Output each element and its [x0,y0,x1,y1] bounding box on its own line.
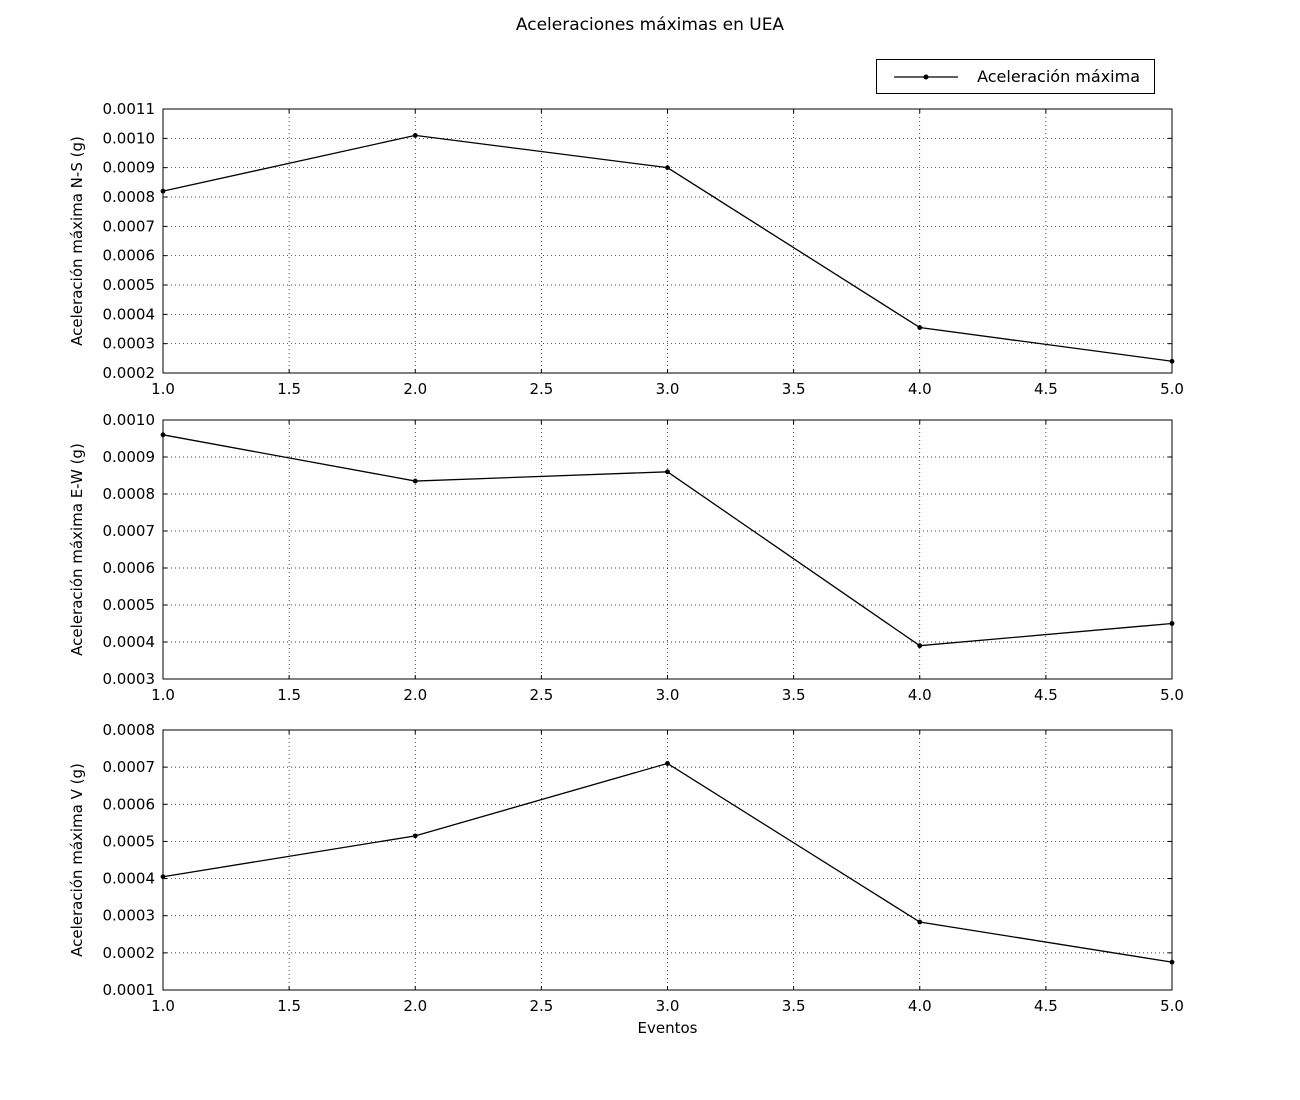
x-tick-label: 3.5 [782,997,806,1015]
y-tick-label: 0.0009 [103,448,156,466]
y-tick-label: 0.0006 [103,795,156,813]
x-tick-label: 5.0 [1160,380,1184,398]
x-tick-label: 3.0 [656,997,680,1015]
tick-marks [162,729,1173,991]
figure-title: Aceleraciones máximas en UEA [515,15,785,35]
y-tick-label: 0.0002 [103,944,156,962]
y-tick-label: 0.0003 [103,335,156,353]
y-tick-label: 0.0008 [103,721,156,739]
y-tick-labels: 0.0003 0.0004 0.0005 0.0006 0.0007 0.0008 0.00… [103,411,156,688]
x-tick-label: 5.0 [1160,686,1184,704]
x-tick-label: 4.5 [1034,380,1058,398]
x-tick-label: 2.5 [529,997,553,1015]
x-tick-label: 2.0 [403,997,427,1015]
legend: Aceleración máxima [876,59,1155,94]
x-tick-label: 1.0 [151,686,175,704]
series-markers [160,432,1175,649]
x-tick-label: 5.0 [1160,997,1184,1015]
tick-marks [162,419,1173,680]
y-tick-label: 0.0004 [103,633,156,651]
y-axis-label: Aceleración máxima E-W (g) [68,443,86,656]
x-tick-label: 1.5 [277,997,301,1015]
y-tick-label: 0.0011 [103,100,156,118]
x-tick-label: 2.0 [403,686,427,704]
y-tick-label: 0.0008 [103,188,156,206]
x-tick-label: 3.0 [656,380,680,398]
gridlines [163,420,1172,679]
y-tick-label: 0.0010 [103,411,156,429]
y-tick-label: 0.0006 [103,247,156,265]
x-tick-label: 4.0 [908,686,932,704]
x-tick-label: 4.5 [1034,686,1058,704]
x-tick-label: 3.5 [782,686,806,704]
x-tick-label: 1.5 [277,380,301,398]
x-tick-label: 2.0 [403,380,427,398]
x-tick-label: 2.5 [529,380,553,398]
y-tick-label: 0.0007 [103,758,156,776]
gridlines [163,109,1172,373]
y-axis-label: Aceleración máxima V (g) [68,763,86,957]
x-tick-label: 1.0 [151,380,175,398]
tick-marks [162,108,1173,374]
y-tick-label: 0.0004 [103,305,156,323]
y-tick-label: 0.0003 [103,670,156,688]
x-tick-label: 4.5 [1034,997,1058,1015]
legend-label: Aceleración máxima [977,67,1140,86]
y-tick-label: 0.0008 [103,485,156,503]
y-tick-label: 0.0005 [103,596,156,614]
x-tick-label: 1.0 [151,997,175,1015]
series-markers [160,761,1175,965]
x-tick-labels: 1.0 1.5 2.0 2.5 3.0 3.5 4.0 4.5 5.0 [151,997,1184,1015]
y-tick-label: 0.0001 [103,981,156,999]
y-tick-label: 0.0006 [103,559,156,577]
y-tick-label: 0.0009 [103,159,156,177]
x-tick-labels: 1.0 1.5 2.0 2.5 3.0 3.5 4.0 4.5 5.0 [151,686,1184,704]
series-markers [160,133,1175,364]
y-tick-labels: 0.0002 0.0003 0.0004 0.0005 0.0006 0.0007 0.00… [103,100,156,382]
x-axis-label: Eventos [637,1019,698,1037]
y-tick-label: 0.0004 [103,870,156,888]
y-tick-label: 0.0002 [103,364,156,382]
x-tick-label: 2.5 [529,686,553,704]
x-tick-label: 3.5 [782,380,806,398]
y-tick-labels: 0.0001 0.0002 0.0003 0.0004 0.0005 0.0006 0.00… [103,721,156,999]
x-tick-label: 1.5 [277,686,301,704]
x-tick-label: 3.0 [656,686,680,704]
x-tick-labels: 1.0 1.5 2.0 2.5 3.0 3.5 4.0 4.5 5.0 [151,380,1184,398]
x-tick-label: 4.0 [908,997,932,1015]
y-tick-label: 0.0005 [103,832,156,850]
y-tick-label: 0.0010 [103,129,156,147]
y-tick-label: 0.0003 [103,907,156,925]
gridlines [163,730,1172,990]
y-tick-label: 0.0007 [103,522,156,540]
y-tick-label: 0.0007 [103,217,156,235]
x-tick-label: 4.0 [908,380,932,398]
y-tick-label: 0.0005 [103,276,156,294]
legend-line-marker-icon [894,74,959,79]
y-axis-label: Aceleración máxima N-S (g) [68,136,86,346]
